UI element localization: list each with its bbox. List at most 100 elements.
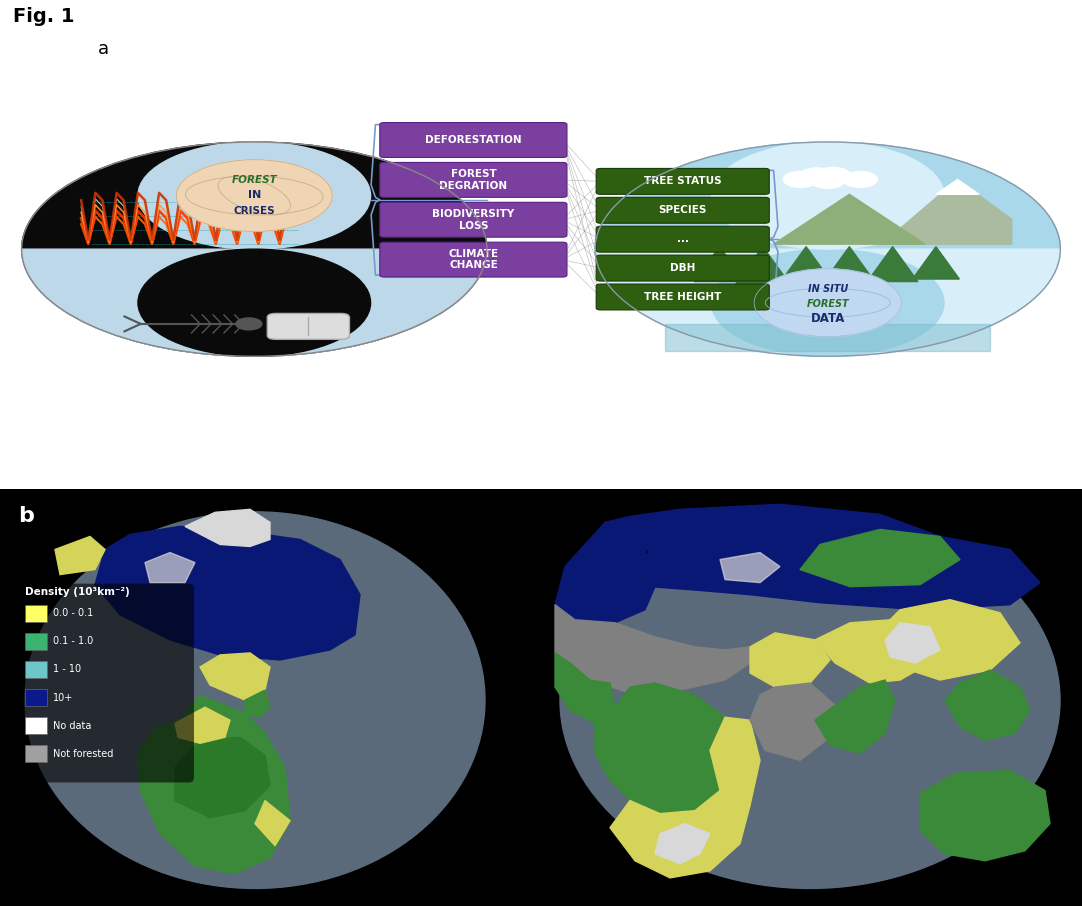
Text: IN SITU: IN SITU xyxy=(807,284,848,294)
Text: FOREST: FOREST xyxy=(232,175,277,185)
Circle shape xyxy=(816,168,850,183)
Polygon shape xyxy=(630,505,1040,610)
Polygon shape xyxy=(255,801,290,845)
FancyBboxPatch shape xyxy=(25,660,47,678)
Ellipse shape xyxy=(25,512,485,889)
Polygon shape xyxy=(820,246,879,286)
Circle shape xyxy=(138,142,370,249)
Polygon shape xyxy=(720,553,780,583)
Ellipse shape xyxy=(560,512,1060,889)
FancyBboxPatch shape xyxy=(380,242,567,277)
Text: DATA: DATA xyxy=(810,313,845,325)
FancyBboxPatch shape xyxy=(267,313,349,340)
Polygon shape xyxy=(750,633,830,687)
Polygon shape xyxy=(885,600,1020,680)
Polygon shape xyxy=(936,179,979,195)
Text: IN: IN xyxy=(248,189,261,199)
Text: DEFORESTATION: DEFORESTATION xyxy=(425,135,522,145)
Circle shape xyxy=(236,318,262,330)
Polygon shape xyxy=(733,246,793,289)
Polygon shape xyxy=(750,683,835,760)
Polygon shape xyxy=(555,653,615,723)
Text: Not forested: Not forested xyxy=(53,748,114,758)
Polygon shape xyxy=(945,670,1030,740)
Polygon shape xyxy=(774,195,925,245)
Polygon shape xyxy=(920,770,1050,861)
FancyBboxPatch shape xyxy=(596,226,769,252)
Polygon shape xyxy=(555,543,655,622)
Polygon shape xyxy=(595,683,735,814)
Circle shape xyxy=(810,172,845,188)
Polygon shape xyxy=(800,529,960,587)
Polygon shape xyxy=(815,680,895,754)
Polygon shape xyxy=(710,718,760,805)
Text: CRISES: CRISES xyxy=(234,206,275,216)
Text: CLIMATE
CHANGE: CLIMATE CHANGE xyxy=(448,249,499,270)
Polygon shape xyxy=(145,553,195,583)
Text: SPECIES: SPECIES xyxy=(659,206,707,216)
Polygon shape xyxy=(882,179,1012,245)
FancyBboxPatch shape xyxy=(596,284,769,310)
Circle shape xyxy=(754,269,901,337)
Polygon shape xyxy=(555,604,750,693)
Circle shape xyxy=(138,249,370,356)
Text: 0.0 - 0.1: 0.0 - 0.1 xyxy=(53,608,93,618)
Circle shape xyxy=(176,159,332,231)
Text: ...: ... xyxy=(676,234,689,245)
Text: FOREST: FOREST xyxy=(806,299,849,309)
FancyBboxPatch shape xyxy=(25,689,47,706)
Circle shape xyxy=(800,168,834,184)
FancyBboxPatch shape xyxy=(25,718,47,734)
Polygon shape xyxy=(912,246,960,279)
Text: Fig. 1: Fig. 1 xyxy=(13,7,75,26)
Text: 1 - 10: 1 - 10 xyxy=(53,664,81,674)
Text: 0.1 - 1.0: 0.1 - 1.0 xyxy=(53,636,93,646)
FancyBboxPatch shape xyxy=(380,122,567,158)
Circle shape xyxy=(22,142,487,356)
FancyBboxPatch shape xyxy=(0,489,1082,906)
Polygon shape xyxy=(868,246,918,282)
Polygon shape xyxy=(585,516,650,563)
Text: DBH: DBH xyxy=(670,263,696,273)
Text: FOREST
DEGRATION: FOREST DEGRATION xyxy=(439,169,507,190)
Text: BIODIVERSITY
LOSS: BIODIVERSITY LOSS xyxy=(432,209,515,230)
FancyBboxPatch shape xyxy=(596,255,769,281)
Polygon shape xyxy=(95,526,360,660)
FancyBboxPatch shape xyxy=(25,746,47,762)
Polygon shape xyxy=(695,246,744,282)
Circle shape xyxy=(783,171,818,188)
Polygon shape xyxy=(665,323,990,352)
Polygon shape xyxy=(245,690,270,718)
FancyBboxPatch shape xyxy=(596,169,769,195)
Polygon shape xyxy=(779,246,833,284)
Text: b: b xyxy=(18,506,34,526)
Polygon shape xyxy=(815,620,931,683)
Circle shape xyxy=(843,171,878,188)
Text: a: a xyxy=(97,40,108,58)
Polygon shape xyxy=(655,824,710,863)
Polygon shape xyxy=(175,737,270,817)
Polygon shape xyxy=(200,653,270,700)
Text: Density (10³km⁻²): Density (10³km⁻²) xyxy=(25,587,130,597)
Polygon shape xyxy=(138,695,290,874)
Text: TREE HEIGHT: TREE HEIGHT xyxy=(644,292,722,302)
Polygon shape xyxy=(610,791,750,878)
FancyBboxPatch shape xyxy=(25,604,47,622)
FancyBboxPatch shape xyxy=(596,198,769,223)
FancyBboxPatch shape xyxy=(25,632,47,650)
Circle shape xyxy=(712,142,944,249)
Polygon shape xyxy=(55,536,105,574)
Polygon shape xyxy=(885,622,940,663)
FancyBboxPatch shape xyxy=(12,583,194,783)
Circle shape xyxy=(595,142,1060,356)
FancyBboxPatch shape xyxy=(380,162,567,198)
Wedge shape xyxy=(595,249,1060,356)
Polygon shape xyxy=(185,509,270,546)
Wedge shape xyxy=(22,249,487,356)
Text: No data: No data xyxy=(53,720,91,730)
Text: 10+: 10+ xyxy=(53,692,74,702)
Text: TREE STATUS: TREE STATUS xyxy=(644,177,722,187)
Polygon shape xyxy=(175,708,230,743)
FancyBboxPatch shape xyxy=(380,202,567,237)
Circle shape xyxy=(712,249,944,356)
